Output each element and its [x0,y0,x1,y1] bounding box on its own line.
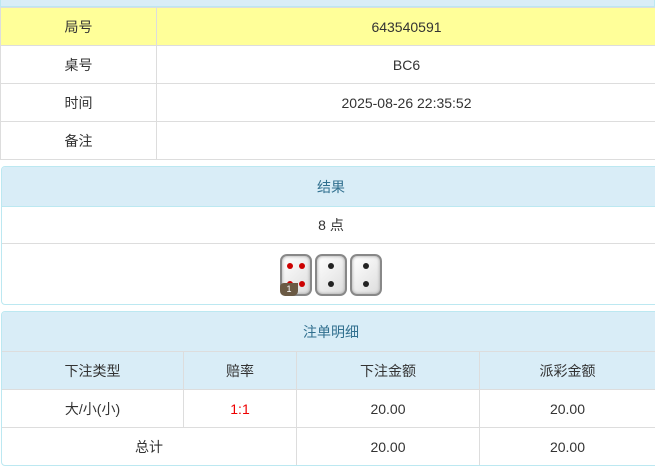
die-4: 1 [280,254,312,296]
round-id: 643540591 [156,7,655,46]
result-title: 结果 [2,167,655,207]
die-2 [315,254,347,296]
label: 桌号 [0,45,157,84]
row-time: 时间 2025-08-26 22:35:52 [0,83,655,122]
row-round-id: 局号 643540591 [0,7,655,46]
pip [286,263,293,270]
top-strip [0,0,655,7]
time: 2025-08-26 22:35:52 [156,83,655,122]
bets-header-row: 下注类型 赔率 下注金额 派彩金额 [2,351,655,390]
row-remark: 备注 [0,121,655,160]
total-amount: 20.00 [296,427,480,465]
col-payout: 派彩金额 [479,351,655,390]
info-table: 局号 643540591 桌号 BC6 时间 2025-08-26 22:35:52 … [0,7,655,160]
bets-title: 注单明细 [2,312,655,352]
bet-type: 大/小(小) [2,389,184,428]
total-label: 总计 [2,427,297,465]
total-payout: 20.00 [479,427,655,465]
pip [299,280,306,287]
col-amount: 下注金额 [296,351,480,390]
die-badge: 1 [280,283,298,296]
dice-row: 1 [2,244,655,304]
total-row: 总计 20.00 20.00 [2,427,655,465]
pip [363,280,369,287]
pip [328,280,334,287]
label: 局号 [0,7,157,46]
result-panel: 结果 8 点 1 [1,166,655,305]
pip [328,263,334,270]
bet-odds: 1:1 [183,389,297,428]
row-table-id: 桌号 BC6 [0,45,655,84]
remark [156,121,655,160]
label: 时间 [0,83,157,122]
result-points: 8 点 [2,207,655,244]
pip [363,263,369,270]
col-type: 下注类型 [2,351,184,390]
pip [299,263,306,270]
bet-payout: 20.00 [479,389,655,428]
table-row: 大/小(小) 1:1 20.00 20.00 [2,389,655,428]
col-odds: 赔率 [183,351,297,390]
bets-panel: 注单明细 下注类型 赔率 下注金额 派彩金额 大/小(小) 1:1 20.00 … [1,311,655,466]
bet-amount: 20.00 [296,389,480,428]
label: 备注 [0,121,157,160]
die-2 [350,254,382,296]
table-id: BC6 [156,45,655,84]
